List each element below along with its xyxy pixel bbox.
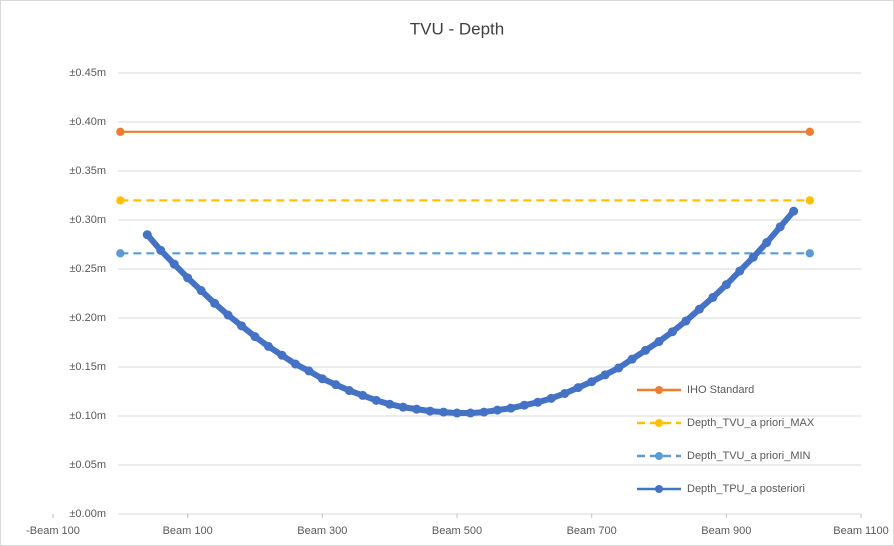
data-point — [492, 405, 502, 415]
data-point — [533, 397, 543, 407]
data-point — [465, 408, 475, 418]
y-tick-label: ±0.15m — [69, 361, 106, 373]
data-point — [250, 332, 260, 342]
y-tick-label: ±0.45m — [69, 67, 106, 79]
data-point — [425, 406, 435, 416]
data-point — [398, 402, 408, 412]
data-point — [681, 316, 691, 326]
y-tick-label: ±0.35m — [69, 165, 106, 177]
legend-label: Depth_TVU_a priori_MAX — [687, 417, 815, 429]
data-point — [805, 196, 815, 205]
x-tick-label: Beam 1100 — [833, 525, 888, 537]
legend-marker — [655, 485, 663, 493]
data-point — [439, 407, 449, 417]
data-point — [385, 399, 395, 409]
data-point — [708, 292, 718, 302]
data-point — [627, 354, 637, 364]
data-point — [116, 127, 125, 136]
data-point — [263, 341, 273, 351]
data-point — [196, 286, 206, 296]
legend-label: IHO Standard — [687, 384, 754, 396]
chart-title: TVU - Depth — [410, 19, 504, 38]
y-tick-label: ±0.05m — [69, 459, 106, 471]
data-point — [805, 127, 815, 136]
y-tick-label: ±0.10m — [69, 410, 106, 422]
data-point — [614, 363, 624, 373]
data-point — [573, 383, 583, 393]
data-point — [358, 390, 368, 400]
data-point — [735, 266, 745, 276]
data-point — [371, 395, 381, 405]
y-tick-label: ±0.00m — [69, 508, 106, 520]
data-point — [116, 249, 125, 258]
x-tick-label: Beam 900 — [701, 525, 751, 537]
data-point — [600, 370, 610, 380]
y-tick-label: ±0.25m — [69, 263, 106, 275]
legend-label: Depth_TVU_a priori_MIN — [687, 450, 811, 462]
y-tick-label: ±0.20m — [69, 312, 106, 324]
x-tick-label: Beam 300 — [297, 525, 347, 537]
data-point — [277, 350, 287, 360]
data-point — [183, 273, 193, 283]
data-point — [694, 304, 704, 314]
data-point — [546, 393, 556, 403]
legend-marker — [655, 452, 663, 460]
data-point — [748, 252, 758, 262]
data-point — [223, 310, 233, 320]
data-point — [452, 408, 462, 418]
y-tick-label: ±0.30m — [69, 214, 106, 226]
data-point — [142, 230, 152, 240]
data-point — [654, 337, 664, 347]
data-point — [344, 386, 354, 396]
data-point — [479, 407, 489, 417]
data-point — [304, 366, 314, 376]
x-tick-label: Beam 100 — [163, 525, 213, 537]
data-point — [331, 380, 341, 390]
x-tick-label: -Beam 100 — [26, 525, 80, 537]
data-point — [775, 222, 785, 232]
data-point — [210, 298, 220, 308]
data-point — [169, 259, 179, 269]
y-tick-label: ±0.40m — [69, 116, 106, 128]
x-tick-label: Beam 700 — [567, 525, 617, 537]
data-point — [519, 400, 529, 410]
data-point — [667, 327, 677, 337]
data-point — [560, 388, 570, 398]
data-point — [721, 280, 731, 290]
data-point — [317, 374, 327, 384]
data-point — [587, 377, 597, 387]
data-point — [805, 249, 815, 258]
data-point — [237, 321, 247, 331]
data-point — [290, 359, 300, 369]
legend-marker — [655, 386, 663, 394]
data-point — [641, 345, 651, 355]
legend-label: Depth_TPU_a posteriori — [687, 483, 805, 495]
data-point — [506, 403, 516, 413]
x-tick-label: Beam 500 — [432, 525, 482, 537]
data-point — [789, 206, 799, 216]
data-point — [156, 245, 166, 255]
data-point — [762, 238, 772, 248]
legend-marker — [655, 419, 663, 427]
data-point — [412, 404, 422, 414]
data-point — [116, 196, 125, 205]
